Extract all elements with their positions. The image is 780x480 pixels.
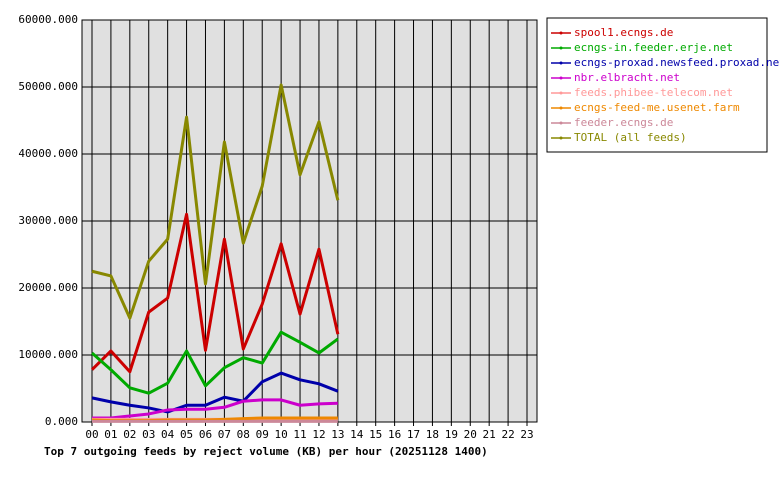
- legend-marker: [559, 31, 563, 35]
- x-tick-label: 01: [104, 428, 117, 441]
- x-tick-label: 22: [501, 428, 514, 441]
- legend-label: ecngs-in.feeder.erje.net: [574, 41, 733, 54]
- legend-box: [546, 17, 768, 153]
- x-tick-label: 08: [237, 428, 250, 441]
- series-line: [91, 330, 339, 395]
- x-tick-label: 06: [199, 428, 212, 441]
- legend-marker: [559, 136, 563, 140]
- legend-label: nbr.elbracht.net: [574, 71, 680, 84]
- y-tick-label: 60000.000: [18, 13, 78, 26]
- x-tick-label: 18: [426, 428, 439, 441]
- x-tick-label: 00: [85, 428, 98, 441]
- series-line: [90, 212, 340, 374]
- legend-marker: [559, 121, 563, 125]
- legend-marker: [559, 91, 563, 95]
- x-tick-label: 15: [369, 428, 382, 441]
- series-line: [92, 398, 338, 420]
- x-tick-label: 02: [123, 428, 136, 441]
- chart-title: Top 7 outgoing feeds by reject volume (K…: [44, 445, 488, 458]
- legend-marker: [559, 76, 563, 80]
- legend-marker: [559, 46, 563, 50]
- x-tick-label: 03: [142, 428, 155, 441]
- legend-label: ecngs-proxad.newsfeed.proxad.net: [574, 56, 780, 69]
- y-tick-label: 40000.000: [18, 147, 78, 160]
- x-tick-label: 19: [445, 428, 458, 441]
- y-tick-label: 30000.000: [18, 214, 78, 227]
- x-tick-label: 16: [388, 428, 401, 441]
- x-tick-label: 12: [312, 428, 325, 441]
- legend-label: feeder.ecngs.de: [574, 116, 673, 129]
- y-tick-label: 50000.000: [18, 80, 78, 93]
- x-tick-label: 17: [407, 428, 420, 441]
- y-tick-label: 20000.000: [18, 281, 78, 294]
- legend-label: ecngs-feed-me.usenet.farm: [574, 101, 740, 114]
- series-line: [91, 83, 340, 320]
- x-tick-label: 09: [256, 428, 269, 441]
- x-tick-label: 07: [218, 428, 231, 441]
- x-tick-label: 14: [350, 428, 364, 441]
- series-line: [91, 371, 339, 414]
- legend-marker: [559, 106, 563, 110]
- y-tick-label: 0.000: [45, 415, 78, 428]
- x-tick-label: 05: [180, 428, 193, 441]
- x-tick-label: 10: [275, 428, 288, 441]
- x-tick-label: 23: [520, 428, 533, 441]
- legend-label: spool1.ecngs.de: [574, 26, 673, 39]
- legend-label: TOTAL (all feeds): [574, 131, 687, 144]
- x-tick-label: 20: [464, 428, 477, 441]
- x-tick-label: 21: [483, 428, 496, 441]
- x-tick-label: 11: [293, 428, 306, 441]
- legend-marker: [559, 61, 563, 65]
- y-tick-label: 10000.000: [18, 348, 78, 361]
- x-tick-label: 13: [331, 428, 344, 441]
- x-tick-label: 04: [161, 428, 175, 441]
- legend-label: feeds.phibee-telecom.net: [574, 86, 733, 99]
